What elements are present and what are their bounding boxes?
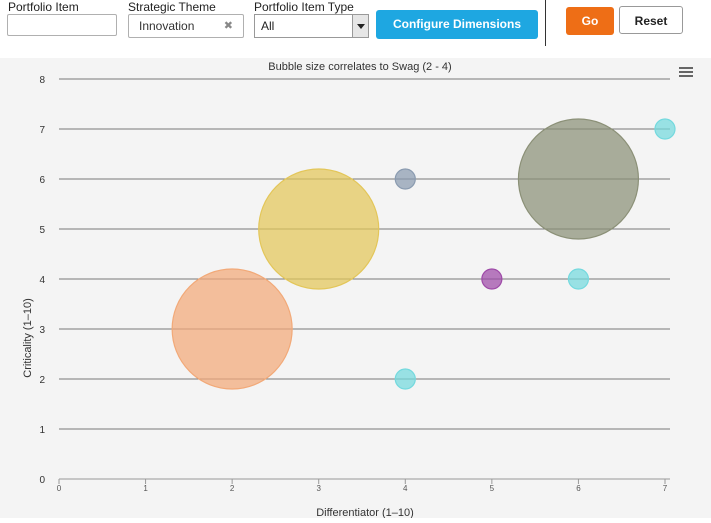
y-tick-label: 5 bbox=[39, 225, 45, 236]
portfolio-item-type-value: All bbox=[261, 19, 275, 33]
x-tick-label: 5 bbox=[490, 484, 495, 493]
bubble-point bbox=[394, 168, 416, 190]
configure-dimensions-button[interactable]: Configure Dimensions bbox=[376, 10, 538, 39]
bubble-point bbox=[517, 118, 640, 240]
x-tick-label: 2 bbox=[230, 484, 235, 493]
y-tick-label: 4 bbox=[39, 275, 45, 286]
y-tick-label: 3 bbox=[39, 325, 45, 336]
bubble-point bbox=[394, 368, 416, 390]
y-tick-label: 0 bbox=[39, 475, 45, 486]
y-tick-label: 1 bbox=[39, 425, 45, 436]
x-tick-label: 0 bbox=[57, 484, 62, 493]
clear-icon[interactable]: ✖ bbox=[223, 20, 233, 32]
bubble-point bbox=[567, 268, 590, 290]
portfolio-item-type-select[interactable]: All bbox=[254, 14, 369, 38]
y-tick-label: 8 bbox=[39, 75, 45, 86]
x-tick-label: 3 bbox=[316, 484, 321, 493]
strategic-theme-combobox[interactable]: Innovation ✖ bbox=[128, 14, 244, 38]
go-button[interactable]: Go bbox=[566, 7, 614, 35]
y-tick-label: 2 bbox=[39, 375, 45, 386]
dropdown-arrow-icon[interactable] bbox=[352, 15, 368, 37]
y-tick-label: 7 bbox=[39, 125, 45, 136]
x-tick-label: 6 bbox=[576, 484, 581, 493]
bubble-chart: Bubble size correlates to Swag (2 - 4) D… bbox=[0, 58, 711, 519]
bubble-point bbox=[258, 168, 380, 290]
menu-icon[interactable] bbox=[679, 67, 693, 77]
strategic-theme-label: Strategic Theme bbox=[128, 0, 216, 14]
portfolio-item-label: Portfolio Item bbox=[8, 0, 79, 14]
x-tick-label: 4 bbox=[403, 484, 408, 493]
bubble-point bbox=[481, 268, 503, 290]
reset-button[interactable]: Reset bbox=[619, 6, 683, 34]
y-tick-label: 6 bbox=[39, 175, 45, 186]
chart-title: Bubble size correlates to Swag (2 - 4) bbox=[268, 61, 451, 73]
bubble-point bbox=[171, 268, 293, 390]
portfolio-item-input[interactable] bbox=[7, 14, 117, 36]
bubble-chart-svg: Bubble size correlates to Swag (2 - 4) D… bbox=[0, 58, 711, 519]
bubble-point bbox=[654, 118, 676, 140]
bubbles bbox=[171, 118, 676, 390]
axis-ticks: 0 1 2 3 4 5 6 7 8 0 1 2 3 4 5 6 7 bbox=[39, 75, 667, 493]
portfolio-item-type-label: Portfolio Item Type bbox=[254, 0, 354, 14]
x-tick-label: 7 bbox=[663, 484, 668, 493]
x-axis-label: Differentiator (1–10) bbox=[316, 507, 414, 518]
toolbar-divider bbox=[545, 0, 546, 46]
x-tick-label: 1 bbox=[143, 484, 148, 493]
y-axis-label: Criticality (1–10) bbox=[22, 298, 34, 377]
strategic-theme-value: Innovation bbox=[139, 19, 195, 33]
